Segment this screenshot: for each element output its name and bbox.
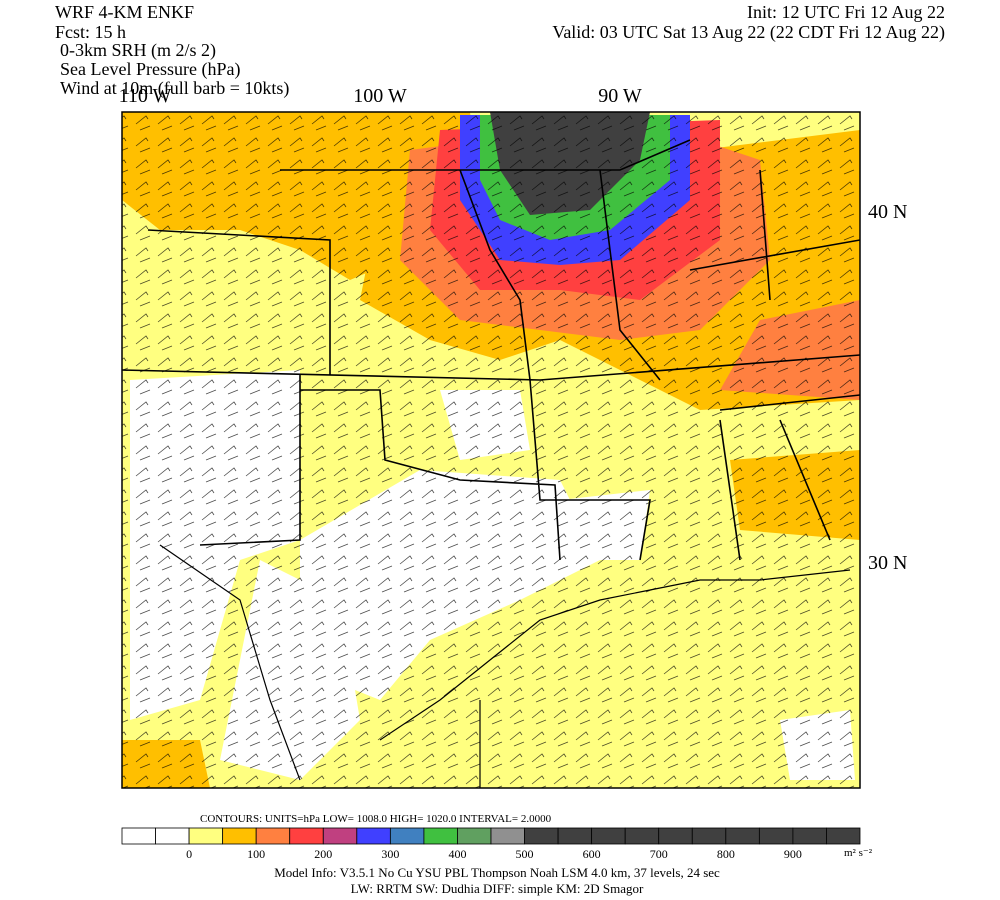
colorbar-box: [490, 827, 525, 845]
colorbar-label: 400: [448, 847, 466, 861]
footer-line: Model Info: V3.5.1 No Cu YSU PBL Thompso…: [274, 865, 720, 880]
header-line: WRF 4-KM ENKF: [55, 2, 194, 22]
colorbar-box: [155, 827, 190, 845]
colorbar-box: [758, 827, 794, 845]
colorbar-label: 700: [650, 847, 668, 861]
colorbar-box: [725, 827, 760, 845]
colorbar-label: 300: [381, 847, 399, 861]
lon-label: 90 W: [598, 85, 642, 107]
colorbar-box: [826, 827, 861, 845]
colorbar-label: 100: [247, 847, 265, 861]
colorbar-box: [356, 827, 391, 845]
colorbar-box: [423, 827, 458, 845]
lat-label: 30 N: [868, 552, 907, 574]
colorbar-label: 600: [583, 847, 601, 861]
header-line: Fcst: 15 h: [55, 22, 126, 42]
colorbar-label: 500: [516, 847, 534, 861]
colorbar-label: 200: [314, 847, 332, 861]
colorbar-box: [792, 827, 827, 845]
contour-info: CONTOURS: UNITS=hPa LOW= 1008.0 HIGH= 10…: [200, 813, 552, 825]
colorbar-label: 900: [784, 847, 802, 861]
map-frame: [121, 111, 861, 789]
colorbar: 0 100 200 300 400 500 600 700 800 900 m² s⁻²: [121, 827, 873, 861]
footer-line: LW: RRTM SW: Dudhia DIFF: simple KM: 2D …: [351, 881, 644, 896]
colorbar-box: [457, 827, 492, 845]
colorbar-box: [121, 827, 156, 845]
map-area: [122, 112, 860, 788]
colorbar-units: m² s⁻²: [844, 847, 873, 859]
colorbar-box: [188, 827, 224, 845]
valid-time: Valid: 03 UTC Sat 13 Aug 22 (22 CDT Fri …: [552, 22, 945, 43]
colorbar-box: [389, 827, 425, 845]
header-line: Sea Level Pressure (hPa): [60, 59, 240, 80]
colorbar-box: [222, 827, 257, 845]
lon-label: 110 W: [119, 85, 172, 107]
lat-label: 40 N: [868, 201, 907, 223]
colorbar-box: [591, 827, 626, 845]
colorbar-box: [691, 827, 727, 845]
colorbar-box: [255, 827, 291, 845]
header-line: Wind at 10m (full barb = 10kts): [60, 78, 289, 99]
colorbar-box: [322, 827, 358, 845]
colorbar-box: [289, 827, 324, 845]
colorbar-label: 800: [717, 847, 735, 861]
colorbar-box: [557, 827, 593, 845]
colorbar-label: 0: [186, 847, 192, 861]
init-time: Init: 12 UTC Fri 12 Aug 22: [747, 2, 945, 22]
colorbar-box: [524, 827, 559, 845]
colorbar-box: [658, 827, 693, 845]
lon-label: 100 W: [353, 85, 407, 107]
colorbar-box: [624, 827, 660, 845]
header-line: 0-3km SRH (m 2/s 2): [60, 40, 216, 61]
